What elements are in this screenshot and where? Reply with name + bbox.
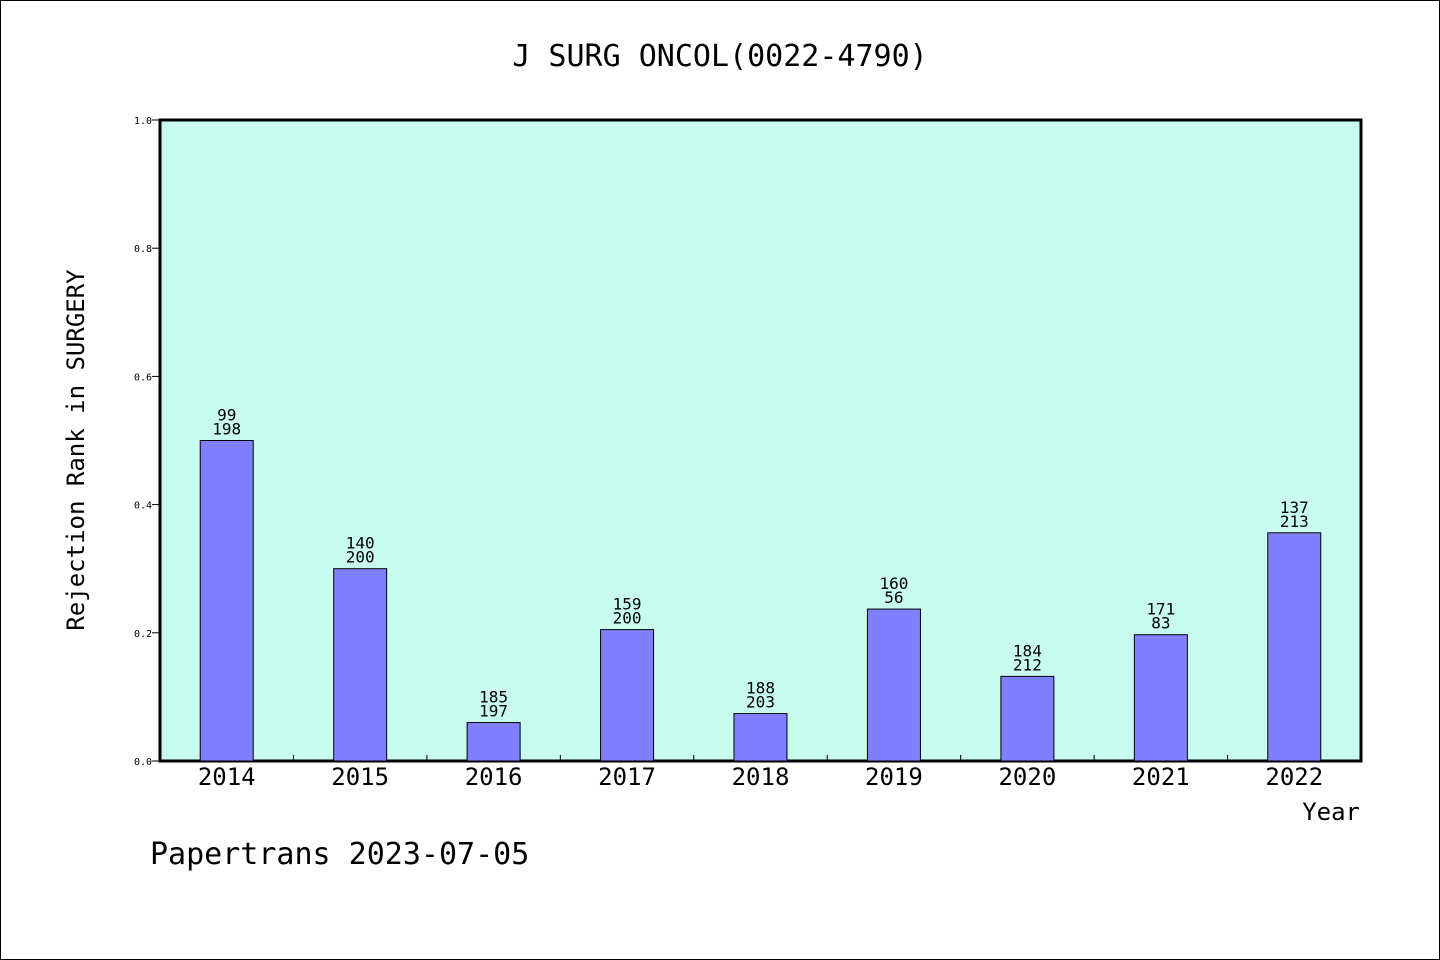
x-axis-label: Year [1302,798,1360,826]
bars-group: 9919814020018519715920018820316056184212… [199,406,1322,762]
bar-label-top: 188 [746,679,775,698]
y-tick-label: 0.8 [134,244,152,255]
bar [333,568,388,762]
y-tick-label: 0.0 [134,757,152,768]
bar-label-bottom: 213 [1280,512,1309,531]
x-tick-label: 2018 [732,763,790,791]
bar [1267,532,1322,762]
chart-title: J SURG ONCOL(0022-4790) [512,39,927,74]
bar [466,722,521,762]
bar-label-bottom: 56 [884,588,903,607]
bar [600,629,655,762]
bar-label-top: 184 [1013,641,1042,660]
y-tick-label: 1.0 [134,116,152,127]
bar-label-top: 140 [346,534,375,553]
bar-label-bottom: 200 [613,609,642,628]
bar [1133,634,1188,762]
bar [1000,675,1055,762]
x-tick-label: 2015 [331,763,389,791]
x-tick-label: 2016 [465,763,523,791]
footer-text: Papertrans 2023-07-05 [150,837,529,872]
x-tick-label: 2020 [998,763,1056,791]
x-tick-label: 2017 [598,763,656,791]
y-tick-label: 0.2 [134,629,152,640]
x-tick-label: 2014 [198,763,256,791]
bar [866,608,921,762]
bar-label-bottom: 203 [746,693,775,712]
bar-label-top: 185 [479,688,508,707]
y-axis: 0.0 0.2 0.4 0.6 0.8 1.0 [134,116,160,768]
bar-label-top: 99 [217,406,236,425]
bar [733,713,788,762]
bar-label-bottom: 83 [1151,614,1170,633]
bar-label-bottom: 212 [1013,655,1042,674]
bar-label-top: 160 [879,574,908,593]
bar-label-top: 171 [1146,600,1175,619]
y-axis-label: Rejection Rank in SURGERY [62,269,90,631]
x-axis: 2014 2015 2016 2017 2018 2019 2020 2021 2022 [198,755,1323,791]
x-tick-label: 2022 [1265,763,1323,791]
bar-label-bottom: 200 [346,548,375,567]
bar-label-top: 159 [613,595,642,614]
bar-label-bottom: 198 [212,420,241,439]
y-tick-label: 0.6 [134,372,152,383]
x-tick-label: 2021 [1132,763,1190,791]
x-tick-label: 2019 [865,763,923,791]
bar [199,440,254,762]
bar-label-top: 137 [1280,498,1309,517]
y-tick-label: 0.4 [134,501,152,512]
bar-label-bottom: 197 [479,702,508,721]
